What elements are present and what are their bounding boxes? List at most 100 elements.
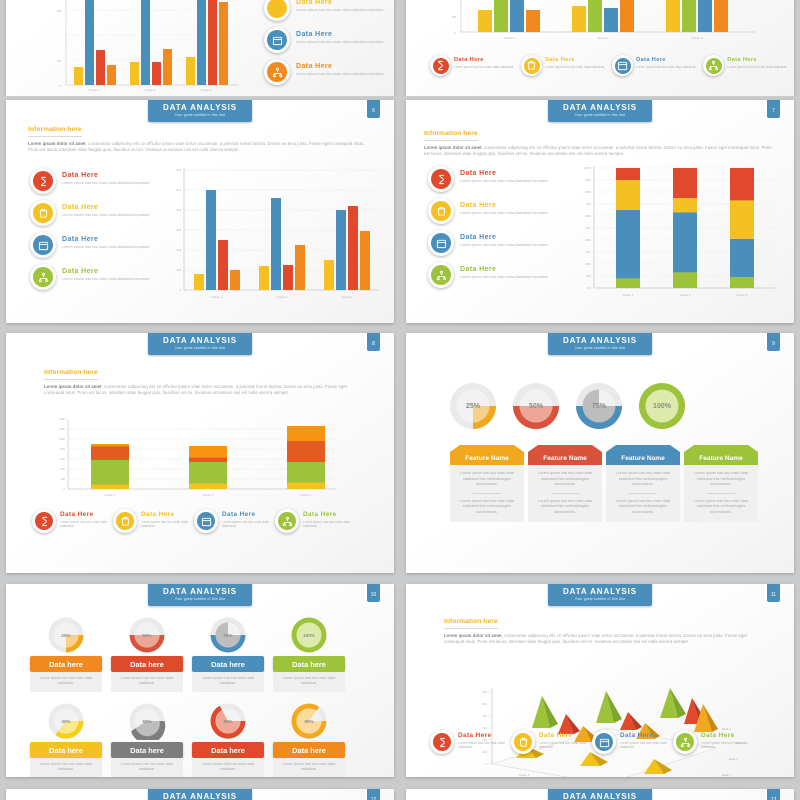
slide-thumbnail-13[interactable]: DATA ANALYSIS Your great subtitle in thi… — [400, 785, 800, 800]
slide-thumbnail-8[interactable]: DATA ANALYSIS Your great subtitle in thi… — [0, 329, 400, 580]
tile-8[interactable]: 90% Data here Lorem ipsum has two main d… — [269, 702, 349, 777]
cat-label: Group 1 — [89, 88, 100, 92]
paragraph-rest: , consectetur adipiscing elit. Ut effici… — [444, 632, 747, 644]
legend-item-3[interactable]: Data Here Lorem ipsum has two main data … — [592, 730, 668, 754]
svg-text:Group 3: Group 3 — [692, 36, 703, 40]
item-title: Data Here — [303, 511, 337, 518]
legend-item[interactable]: Data Here Lorem ipsum has two main data … — [264, 27, 384, 53]
svg-text:500: 500 — [176, 188, 181, 192]
legend-item-2[interactable]: Data Here Lorem ipsum has two main data … — [113, 509, 189, 533]
stack-group-2 — [673, 168, 697, 288]
item-desc: Lorem ipsum has two main data statistica… — [62, 212, 151, 217]
legend-item[interactable]: Data Here Lorem ipsum has two main data … — [612, 55, 696, 76]
slide-thumbnail-10[interactable]: DATA ANALYSIS Your great subtitle in thi… — [0, 580, 400, 785]
icon-badge — [428, 262, 454, 288]
legend-item-3[interactable]: Data Here Lorem ipsum has two main data … — [194, 509, 270, 533]
legend-item-4[interactable]: Data Here Lorem ipsum has two main data … — [275, 509, 351, 533]
legend-row: Data Here Lorem ipsum has two main data … — [430, 730, 749, 754]
svg-text:1200: 1200 — [59, 427, 66, 431]
divider — [44, 378, 98, 380]
svg-text:Group 3: Group 3 — [737, 293, 748, 297]
tile-7[interactable]: 85% Data here Lorem ipsum has two main d… — [188, 702, 268, 777]
legend-item[interactable]: Data Here Lorem ipsum has two main data … — [703, 55, 787, 76]
svg-text:Group 1: Group 1 — [105, 493, 116, 497]
feature-item-4[interactable]: Data Here Lorem ipsum has two main data … — [30, 264, 154, 290]
header-subtitle: Your great subtitle in this line — [174, 597, 226, 601]
page-number: 10 — [367, 584, 380, 602]
legend-item[interactable]: Data Here Lorem ipsum has two main data … — [521, 55, 605, 76]
tile-1[interactable]: 25% Data here Lorem ipsum has two main d… — [26, 616, 106, 692]
feature-item-1[interactable]: Data Here Lorem ipsum has two main data … — [30, 168, 154, 194]
slide-thumbnail-7[interactable]: DATA ANALYSIS Your great subtitle in thi… — [400, 96, 800, 329]
tile-4[interactable]: 100% Data here Lorem ipsum has two main … — [269, 616, 349, 692]
gauge-85: 85% — [209, 702, 247, 740]
tile-5[interactable]: 40% Data here Lorem ipsum has two main d… — [26, 702, 106, 777]
feature-ribbon: Feature Name — [684, 445, 758, 465]
paragraph-rest: , consectetur adipiscing elit. Ut effici… — [44, 383, 347, 395]
slide-thumbnail-9[interactable]: DATA ANALYSIS Your great subtitle in thi… — [400, 329, 800, 580]
gauge-value: 100% — [653, 402, 671, 410]
header-title: DATA ANALYSIS — [162, 587, 238, 596]
slide-header-badge: DATA ANALYSIS Your great subtitle in thi… — [548, 100, 652, 122]
svg-text:90%: 90% — [585, 178, 591, 182]
slide-thumbnail-6[interactable]: DATA ANALYSIS Your great subtitle in thi… — [0, 96, 400, 329]
feature-item-2[interactable]: Data Here Lorem ipsum has two main data … — [428, 198, 552, 224]
feature-item-2[interactable]: Data Here Lorem ipsum has two main data … — [30, 200, 154, 226]
item-desc: Lorem ipsum has two main data statistica… — [458, 740, 505, 749]
legend-row: Data Here Lorem ipsum has two main data … — [32, 509, 351, 533]
feature-item-4[interactable]: Data Here Lorem ipsum has two main data … — [428, 262, 552, 288]
gauge-value: 25% — [465, 402, 480, 410]
svg-text:300: 300 — [56, 9, 61, 13]
bars-group-3 — [324, 206, 370, 290]
calendar-icon — [267, 30, 287, 50]
slide-thumbnail-5[interactable]: Group 1 Group 2 Group 3 300 100 0 Data H… — [0, 0, 400, 96]
gauge-100: 100% — [290, 616, 328, 654]
item-desc: Lorem ipsum has two main data statistica… — [141, 519, 188, 528]
icon-badge — [264, 0, 290, 21]
feature-item-3[interactable]: Data Here Lorem ipsum has two main data … — [30, 232, 154, 258]
legend-item[interactable]: Data Here Lorem ipsum has two main data … — [264, 0, 384, 21]
feature-card-1[interactable]: Feature Name Lorem ipsum has two main da… — [450, 445, 524, 522]
legend-item-4[interactable]: Data Here Lorem ipsum has two main data … — [673, 730, 749, 754]
slide-thumbnail-11[interactable]: DATA ANALYSIS Your great subtitle in thi… — [400, 580, 800, 785]
tile-3[interactable]: 75% Data here Lorem ipsum has two main d… — [188, 616, 268, 692]
legend-item-1[interactable]: Data Here Lorem ipsum has two main data … — [32, 509, 108, 533]
stack-group-3 — [730, 168, 754, 288]
tile-label: Data here — [273, 742, 345, 758]
feature-card-2[interactable]: Feature Name Lorem ipsum has two main da… — [528, 445, 602, 522]
svg-text:80%: 80% — [585, 190, 591, 194]
header-title: DATA ANALYSIS — [162, 792, 238, 800]
sitemap-icon — [705, 57, 722, 74]
svg-text:100: 100 — [176, 268, 181, 272]
item-title: Data Here — [460, 202, 497, 209]
legend-item-2[interactable]: Data Here Lorem ipsum has two main data … — [511, 730, 587, 754]
legend-item[interactable]: Data Here Lorem ipsum has two main data … — [430, 55, 514, 76]
tile-6[interactable]: 60% Data here Lorem ipsum has two main d… — [107, 702, 187, 777]
item-desc: Lorem ipsum has two main data statistica… — [460, 242, 549, 247]
feature-list: Data Here Lorem ipsum has two main data … — [30, 168, 154, 290]
gauge-40: 40% — [47, 702, 85, 740]
slide-thumbnail-5b[interactable]: Group 1 Group 2 Group 3 200 100 0 Data H… — [400, 0, 800, 96]
legend-item[interactable]: Data Here Lorem ipsum has two main data … — [264, 59, 384, 85]
divider — [444, 627, 498, 629]
svg-text:Group 1: Group 1 — [623, 293, 634, 297]
feature-item-1[interactable]: Data Here Lorem ipsum has two main data … — [428, 166, 552, 192]
cat-label: Group 2 — [145, 88, 156, 92]
tile-2[interactable]: 50% Data here Lorem ipsum has two main d… — [107, 616, 187, 692]
svg-text:Data 1: Data 1 — [722, 773, 731, 777]
tile-label: Data here — [30, 656, 102, 672]
legend-item-1[interactable]: Data Here Lorem ipsum has two main data … — [430, 730, 506, 754]
icon-badge — [428, 198, 454, 224]
svg-text:600: 600 — [60, 457, 65, 461]
hourglass-icon — [431, 169, 451, 189]
slide-header-badge: DATA ANALYSIS Your great subtitle in thi… — [148, 789, 252, 800]
card-text: Lorem ipsum has two main data statistica… — [616, 471, 670, 487]
slide-thumbnail-12[interactable]: DATA ANALYSIS Your great subtitle in thi… — [0, 785, 400, 800]
feature-card-3[interactable]: Feature Name Lorem ipsum has two main da… — [606, 445, 680, 522]
feature-card-4[interactable]: Feature Name Lorem ipsum has two main da… — [684, 445, 758, 522]
feature-item-3[interactable]: Data Here Lorem ipsum has two main data … — [428, 230, 552, 256]
divider — [551, 492, 579, 494]
info-heading: Information here — [444, 618, 498, 625]
feature-card-row: Feature Name Lorem ipsum has two main da… — [450, 445, 758, 522]
